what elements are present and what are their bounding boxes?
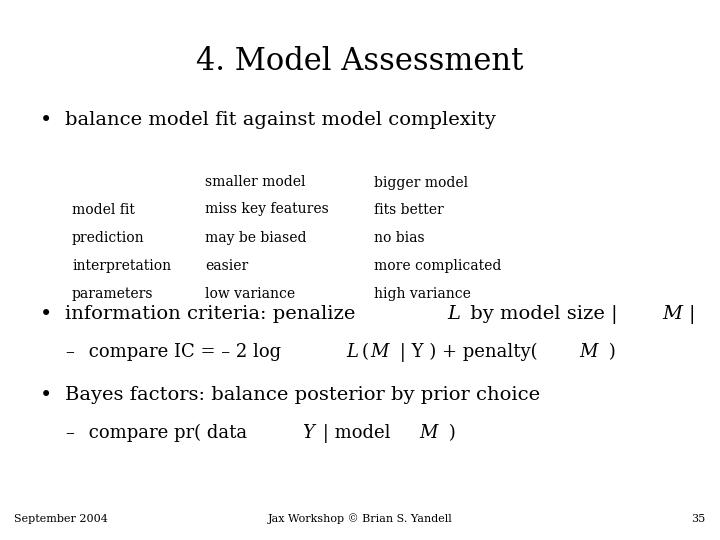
- Text: •: •: [40, 386, 52, 405]
- Text: information criteria: penalize: information criteria: penalize: [65, 305, 361, 323]
- Text: M: M: [662, 305, 683, 323]
- Text: miss key features: miss key features: [205, 202, 329, 217]
- Text: balance model fit against model complexity: balance model fit against model complexi…: [65, 111, 495, 129]
- Text: no bias: no bias: [374, 231, 425, 245]
- Text: | Y ) + penalty(: | Y ) + penalty(: [394, 343, 538, 362]
- Text: compare IC = – 2 log: compare IC = – 2 log: [83, 343, 287, 361]
- Text: ): ): [444, 424, 456, 442]
- Text: by model size |: by model size |: [464, 305, 618, 324]
- Text: compare pr( data: compare pr( data: [83, 424, 253, 442]
- Text: 35: 35: [691, 514, 706, 524]
- Text: parameters: parameters: [72, 287, 153, 301]
- Text: M: M: [420, 424, 438, 442]
- Text: M: M: [370, 343, 389, 361]
- Text: L: L: [346, 343, 358, 361]
- Text: |: |: [688, 305, 695, 324]
- Text: Jax Workshop © Brian S. Yandell: Jax Workshop © Brian S. Yandell: [268, 513, 452, 524]
- Text: | model: | model: [318, 424, 397, 443]
- Text: prediction: prediction: [72, 231, 145, 245]
- Text: may be biased: may be biased: [205, 231, 307, 245]
- Text: L: L: [448, 305, 461, 323]
- Text: fits better: fits better: [374, 202, 444, 217]
- Text: •: •: [40, 305, 52, 324]
- Text: easier: easier: [205, 259, 248, 273]
- Text: 4. Model Assessment: 4. Model Assessment: [197, 46, 523, 77]
- Text: model fit: model fit: [72, 202, 135, 217]
- Text: high variance: high variance: [374, 287, 472, 301]
- Text: (: (: [361, 343, 369, 361]
- Text: ): ): [603, 343, 616, 361]
- Text: interpretation: interpretation: [72, 259, 171, 273]
- Text: smaller model: smaller model: [205, 176, 306, 190]
- Text: Bayes factors: balance posterior by prior choice: Bayes factors: balance posterior by prio…: [65, 386, 540, 404]
- Text: •: •: [40, 111, 52, 130]
- Text: bigger model: bigger model: [374, 176, 469, 190]
- Text: Y: Y: [302, 424, 314, 442]
- Text: M: M: [580, 343, 598, 361]
- Text: low variance: low variance: [205, 287, 295, 301]
- Text: more complicated: more complicated: [374, 259, 502, 273]
- Text: September 2004: September 2004: [14, 514, 108, 524]
- Text: –: –: [65, 343, 73, 361]
- Text: –: –: [65, 424, 73, 442]
